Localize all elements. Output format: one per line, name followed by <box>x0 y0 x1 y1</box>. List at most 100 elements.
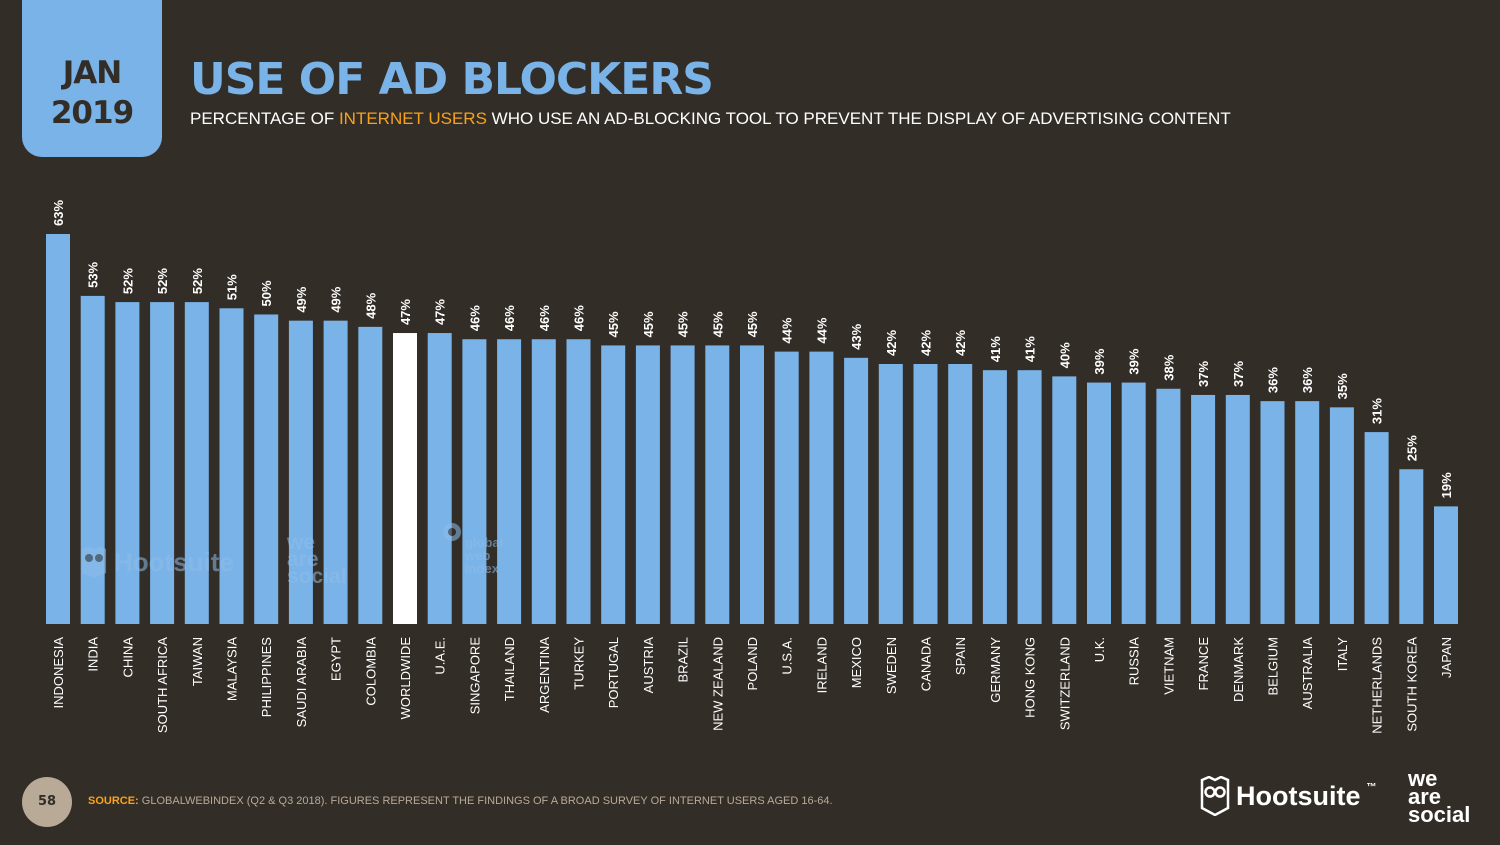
category-label-japan: JAPAN <box>1439 637 1454 678</box>
category-label-saudi-arabia: SAUDI ARABIA <box>294 637 309 728</box>
category-label-turkey: TURKEY <box>572 637 587 690</box>
category-label-belgium: BELGIUM <box>1266 637 1281 696</box>
wm-gwi-1: global <box>465 535 504 550</box>
bar-france <box>1191 394 1216 624</box>
logo-social: social <box>1408 802 1471 827</box>
bar-spain <box>948 364 973 624</box>
bar-ireland <box>809 351 834 624</box>
gwi-watermark: global web index <box>442 522 503 575</box>
hootsuite-watermark: Hootsuite <box>80 545 234 579</box>
category-label-taiwan: TAIWAN <box>190 637 205 686</box>
bar-taiwan <box>184 302 209 624</box>
value-label-portugal: 45% <box>606 311 621 337</box>
source-label: SOURCE: <box>88 795 139 807</box>
category-label-argentina: ARGENTINA <box>537 637 552 713</box>
category-label-vietnam: VIETNAM <box>1161 637 1176 695</box>
category-label-colombia: COLOMBIA <box>363 637 378 706</box>
category-label-spain: SPAIN <box>953 637 968 675</box>
category-label-u-s-a: U.S.A. <box>780 637 795 675</box>
gwi-watermark-icon <box>443 523 461 541</box>
bar-turkey <box>566 339 591 624</box>
category-label-netherlands: NETHERLANDS <box>1370 637 1385 734</box>
category-label-switzerland: SWITZERLAND <box>1057 637 1072 730</box>
bar-netherlands <box>1364 432 1389 624</box>
subtitle-highlight: INTERNET USERS <box>338 109 487 128</box>
category-label-south-africa: SOUTH AFRICA <box>155 637 170 733</box>
value-label-russia: 39% <box>1127 348 1142 374</box>
page-subtitle: PERCENTAGE OF INTERNET USERS WHO USE AN … <box>190 109 1231 129</box>
bar-switzerland <box>1052 376 1077 624</box>
value-label-china: 52% <box>120 268 135 294</box>
hootsuite-tm: ™ <box>1366 782 1377 793</box>
bar-australia <box>1295 401 1320 624</box>
category-label-sweden: SWEDEN <box>884 637 899 694</box>
hootsuite-logo: Hootsuite ™ <box>1200 776 1377 816</box>
bar-u-a-e <box>427 333 452 624</box>
value-label-poland: 45% <box>745 311 760 337</box>
category-label-brazil: BRAZIL <box>676 637 691 683</box>
category-label-worldwide: WORLDWIDE <box>398 637 413 720</box>
value-label-brazil: 45% <box>676 311 691 337</box>
value-label-ireland: 44% <box>814 317 829 343</box>
bar-u-s-a <box>774 351 799 624</box>
value-label-austria: 45% <box>641 311 656 337</box>
wm-gwi-2: web <box>465 548 491 563</box>
value-label-colombia: 48% <box>363 292 378 318</box>
category-label-poland: POLAND <box>745 637 760 690</box>
bar-argentina <box>531 339 556 624</box>
value-label-south-africa: 52% <box>155 268 170 294</box>
value-label-mexico: 43% <box>849 323 864 349</box>
value-label-worldwide: 47% <box>398 299 413 325</box>
category-label-singapore: SINGAPORE <box>467 637 482 715</box>
page-title: USE OF AD BLOCKERS <box>190 54 714 105</box>
bar-egypt <box>323 320 348 624</box>
value-label-taiwan: 52% <box>190 268 205 294</box>
category-label-egypt: EGYPT <box>329 637 344 681</box>
value-label-italy: 35% <box>1335 373 1350 399</box>
value-label-singapore: 46% <box>467 305 482 331</box>
category-label-philippines: PHILIPPINES <box>259 637 274 718</box>
category-label-russia: RUSSIA <box>1127 637 1142 686</box>
bar-philippines <box>254 314 279 624</box>
bar-new-zealand <box>705 345 730 624</box>
value-label-south-korea: 25% <box>1404 435 1419 461</box>
bar-worldwide <box>393 333 417 624</box>
value-label-u-a-e: 47% <box>433 299 448 325</box>
category-label-mexico: MEXICO <box>849 637 864 688</box>
category-label-new-zealand: NEW ZEALAND <box>710 637 725 731</box>
category-label-canada: CANADA <box>919 637 934 692</box>
category-label-south-korea: SOUTH KOREA <box>1404 637 1419 732</box>
date-tab: JAN 2019 <box>22 0 162 157</box>
bar-poland <box>740 345 764 624</box>
value-label-indonesia: 63% <box>51 200 66 226</box>
value-label-philippines: 50% <box>259 280 274 306</box>
value-label-australia: 36% <box>1300 367 1315 393</box>
category-label-portugal: PORTUGAL <box>606 637 621 708</box>
wm-we: we <box>287 531 316 554</box>
category-label-denmark: DENMARK <box>1231 637 1246 702</box>
source-note: SOURCE: GLOBALWEBINDEX (Q2 & Q3 2018). F… <box>88 795 833 807</box>
bar-belgium <box>1260 401 1285 624</box>
value-label-denmark: 37% <box>1231 360 1246 386</box>
category-label-australia: AUSTRALIA <box>1300 637 1315 710</box>
value-label-vietnam: 38% <box>1161 354 1176 380</box>
value-label-new-zealand: 45% <box>710 311 725 337</box>
value-label-france: 37% <box>1196 360 1211 386</box>
page-number: 58 <box>22 777 72 827</box>
category-label-austria: AUSTRIA <box>641 637 656 694</box>
date-month: JAN <box>62 55 122 91</box>
value-label-u-s-a: 44% <box>780 317 795 343</box>
value-label-turkey: 46% <box>572 305 587 331</box>
category-label-hong-kong: HONG KONG <box>1023 637 1038 718</box>
value-label-malaysia: 51% <box>225 274 240 300</box>
category-label-malaysia: MALAYSIA <box>225 637 240 701</box>
date-year: 2019 <box>50 95 134 131</box>
category-label-u-k: U.K. <box>1092 637 1107 662</box>
owl-logo-icon <box>1200 776 1230 816</box>
wm-gwi-3: index <box>465 561 499 576</box>
bar-mexico <box>844 357 869 624</box>
category-label-indonesia: INDONESIA <box>51 637 66 709</box>
bar-thailand <box>497 339 522 624</box>
bar-u-k <box>1087 382 1111 624</box>
